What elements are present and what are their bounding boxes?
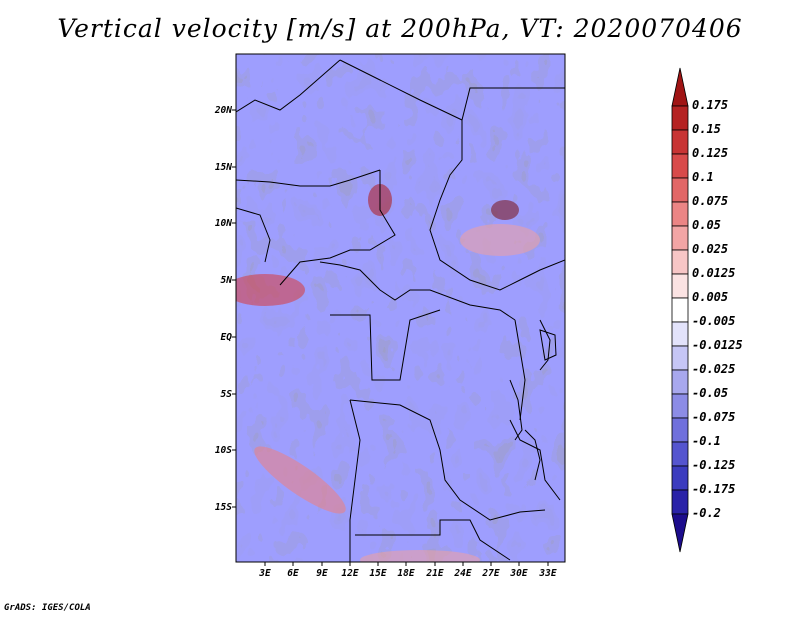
colorbar-label: 0.05 [692,218,721,232]
colorbar-label: 0.1 [692,170,714,184]
lakes [509,329,557,481]
colorbar-label: -0.175 [692,482,736,496]
lon-label-33e: 33E [539,568,557,579]
colorbar-segment [671,249,689,275]
country-borders [236,59,565,562]
colorbar-segment [671,225,689,251]
colorbar-segment [671,273,689,299]
colorbar-segment [671,297,689,323]
credit-text: GrADS: IGES/COLA [4,603,91,613]
lon-label-24e: 24E [454,568,472,579]
colorbar-label: 0.075 [692,194,729,208]
lat-label-10n: 10N [214,218,232,229]
colorbar-label: -0.025 [692,362,736,376]
colorbar-segment [671,201,689,227]
lon-label-18e: 18E [397,568,415,579]
colorbar-segment [671,105,689,131]
lon-label-27e: 27E [482,568,500,579]
lat-ticks [232,109,236,508]
lon-label-30e: 30E [510,568,528,579]
lat-label-10s: 10S [214,445,232,456]
colorbar-label: -0.005 [692,314,736,328]
lat-label-20n: 20N [214,105,232,116]
lat-label-eq: EQ [220,332,232,343]
colorbar-label: 0.005 [692,290,729,304]
colorbar-segment [671,177,689,203]
colorbar-segment [671,369,689,395]
colorbar-segment [671,67,689,107]
colorbar-label: -0.0125 [692,338,743,352]
chart-title: Vertical velocity [m/s] at 200hPa, VT: 2… [57,14,743,43]
colorbar-label: -0.125 [692,458,736,472]
lon-label-15e: 15E [369,568,387,579]
colorbar-segment [671,393,689,419]
lon-label-3e: 3E [259,568,271,579]
lat-label-5n: 5N [220,275,232,286]
velocity-field [236,54,565,562]
map-frame [235,53,566,563]
colorbar-segment [671,441,689,467]
colorbar-segment [671,321,689,347]
colorbar-segment [671,129,689,155]
colorbar-segment [671,153,689,179]
colorbar-label: -0.2 [692,506,721,520]
colorbar [671,67,689,553]
lon-label-21e: 21E [426,568,444,579]
colorbar-segment [671,513,689,553]
colorbar-label: -0.1 [692,434,721,448]
lon-label-12e: 12E [341,568,359,579]
colorbar-label: 0.15 [692,122,721,136]
lat-label-15n: 15N [214,162,232,173]
colorbar-label: 0.025 [692,242,729,256]
lat-label-15s: 15S [214,502,232,513]
lon-ticks [264,562,549,566]
colorbar-segment [671,489,689,515]
colorbar-label: -0.05 [692,386,729,400]
lat-label-5s: 5S [220,389,232,400]
lon-label-6e: 6E [287,568,299,579]
lon-label-9e: 9E [316,568,328,579]
colorbar-segment [671,417,689,443]
colorbar-segment [671,465,689,491]
colorbar-label: 0.175 [692,98,729,112]
colorbar-segment [671,345,689,371]
colorbar-label: -0.075 [692,410,736,424]
colorbar-label: 0.125 [692,146,729,160]
colorbar-label: 0.0125 [692,266,736,280]
